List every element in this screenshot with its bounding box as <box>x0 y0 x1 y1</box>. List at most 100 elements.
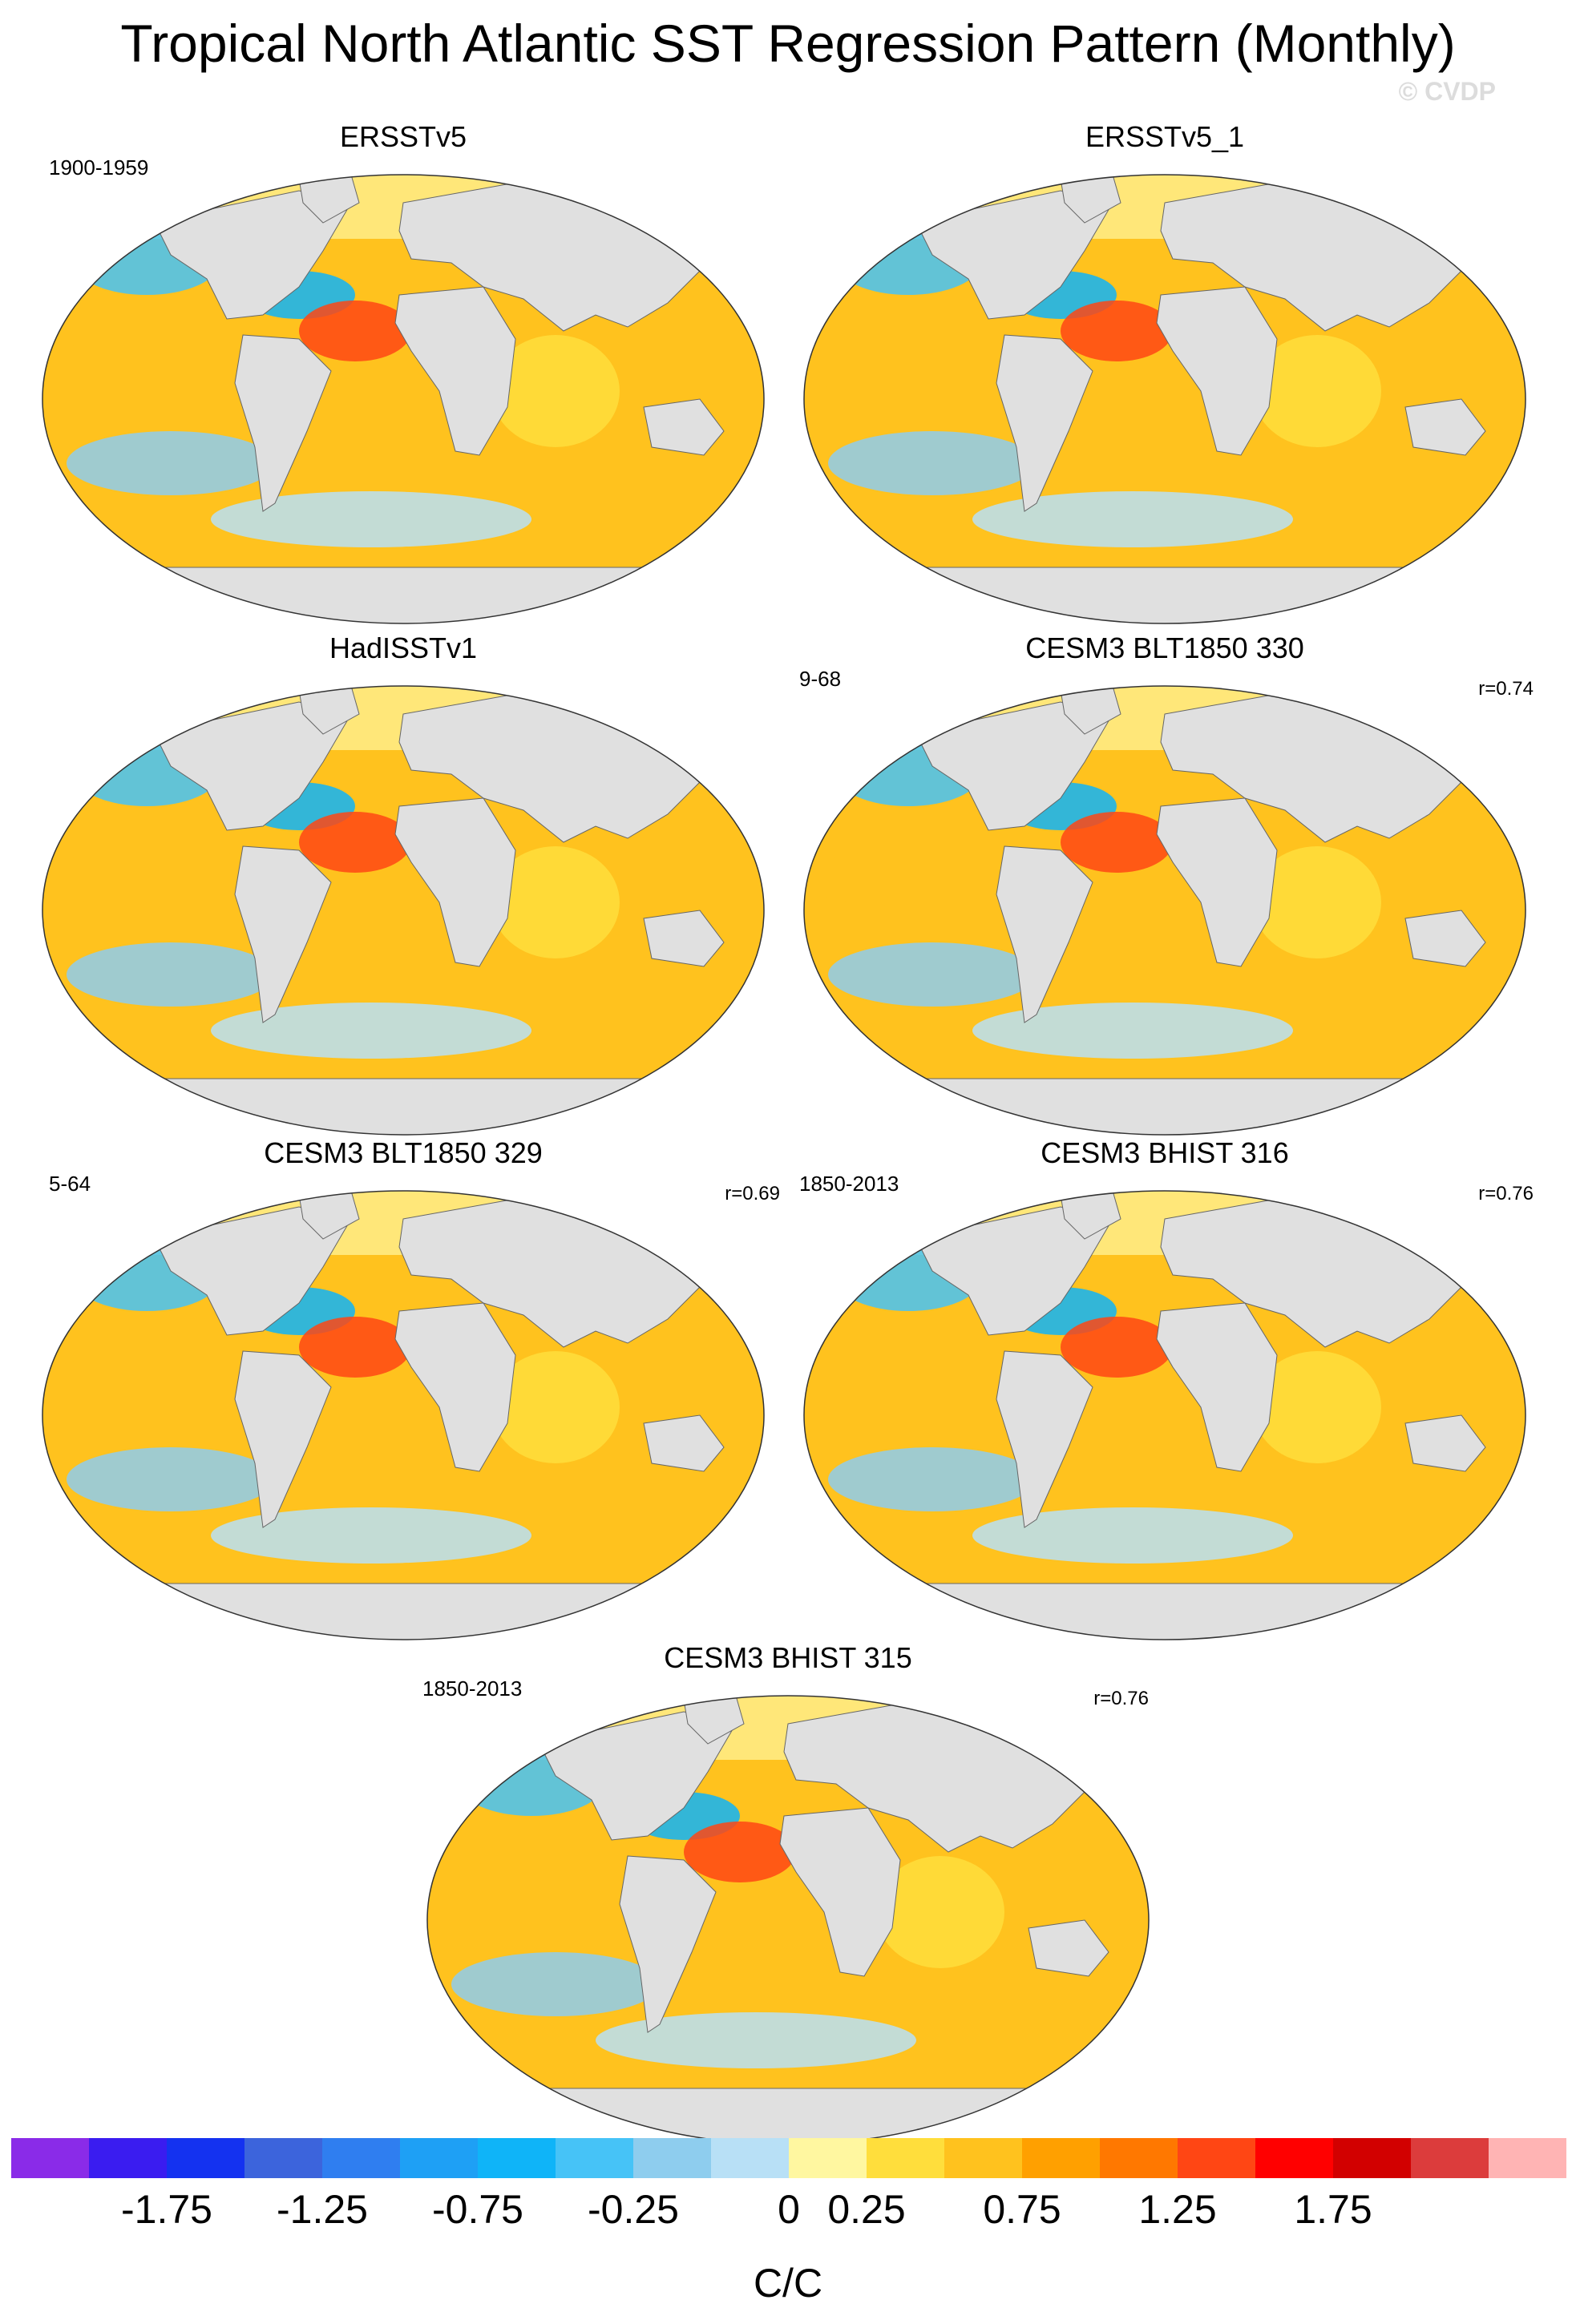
colorbar-swatch <box>400 2138 479 2178</box>
australia-land <box>643 910 725 967</box>
panel-title: CESM3 BLT1850 330 <box>1025 631 1304 664</box>
colorbar-tick-label: 1.75 <box>1294 2187 1372 2232</box>
warm-anomaly-indian-ocean <box>491 335 620 447</box>
colorbar-tick-label: 1.25 <box>1138 2187 1217 2232</box>
colorbar-swatch <box>1411 2138 1489 2178</box>
panel-title: CESM3 BLT1850 329 <box>264 1136 543 1169</box>
period-label: 1900-1959 <box>49 155 149 180</box>
colorbar-swatch <box>1333 2138 1412 2178</box>
cool-anomaly-southern-ocean <box>211 1003 531 1059</box>
warm-anomaly-indian-ocean <box>876 1856 1004 1968</box>
warm-anomaly-tropical-atlantic <box>299 1317 411 1378</box>
period-label: 1850-2013 <box>422 1676 523 1701</box>
south-america-land <box>619 1855 717 2033</box>
warm-anomaly-indian-ocean <box>491 846 620 958</box>
correlation-label: r=0.76 <box>1478 1183 1534 1204</box>
world-map <box>42 174 765 624</box>
world-map <box>803 685 1526 1136</box>
colorbar-tick-label: -1.25 <box>277 2187 368 2232</box>
africa-land <box>1156 286 1278 456</box>
colorbar-swatch <box>89 2138 168 2178</box>
world-map <box>803 1190 1526 1640</box>
colorbar-tick-label: 0 <box>778 2187 800 2232</box>
australia-land <box>1404 1414 1486 1472</box>
map-border <box>803 1190 1526 1640</box>
colorbar-swatch <box>1178 2138 1256 2178</box>
warm-anomaly-tropical-atlantic <box>1061 1317 1173 1378</box>
south-america-land <box>234 845 332 1023</box>
panel-title: ERSSTv5_1 <box>1085 120 1245 153</box>
period-label: 5-64 <box>49 1172 91 1196</box>
colorbar-tick-label: -1.75 <box>121 2187 212 2232</box>
warm-anomaly-tropical-pacific <box>804 1355 1061 1411</box>
south-america-land <box>996 334 1093 512</box>
panel-cesm3-blt1850-329: CESM3 BLT1850 329 5-64 r=0.69 <box>34 1136 780 1657</box>
figure-title: Tropical North Atlantic SST Regression P… <box>120 14 1456 73</box>
australia-land <box>643 398 725 456</box>
cool-anomaly-south-pacific <box>828 942 1037 1007</box>
colorbar-swatch <box>789 2138 867 2178</box>
colorbar-swatch <box>1100 2138 1178 2178</box>
warm-anomaly-tropical-pacific <box>42 339 299 395</box>
panel-cesm3-bhist-316: CESM3 BHIST 316 1850-2013 r=0.76 <box>796 1136 1534 1657</box>
panel-title: ERSSTv5 <box>339 120 467 153</box>
panel-title: HadISSTv1 <box>329 631 478 664</box>
south-america-land <box>234 1350 332 1528</box>
map-border <box>803 174 1526 624</box>
correlation-label: r=0.69 <box>725 1183 780 1204</box>
africa-land <box>394 1302 516 1472</box>
colorbar <box>11 2138 1567 2178</box>
colorbar-tick-label: -0.75 <box>432 2187 523 2232</box>
antarctica-land <box>145 1583 661 1640</box>
africa-land <box>779 1807 901 1977</box>
australia-land <box>643 1414 725 1472</box>
warm-anomaly-tropical-atlantic <box>1061 301 1173 361</box>
colorbar-swatch <box>244 2138 323 2178</box>
south-america-land <box>234 334 332 512</box>
world-map <box>42 685 765 1136</box>
warm-anomaly-tropical-pacific <box>427 1860 684 1916</box>
warm-anomaly-tropical-atlantic <box>1061 812 1173 873</box>
colorbar-tick-label: 0.25 <box>827 2187 906 2232</box>
cool-anomaly-southern-ocean <box>972 1507 1293 1563</box>
warm-anomaly-indian-ocean <box>1253 1351 1381 1463</box>
warm-anomaly-tropical-pacific <box>804 850 1061 906</box>
map-border <box>42 685 765 1136</box>
world-map <box>426 1695 1150 2145</box>
cool-anomaly-south-pacific <box>828 431 1037 495</box>
colorbar-units: C/C <box>753 2261 823 2306</box>
colorbar-swatch <box>633 2138 712 2178</box>
warm-anomaly-indian-ocean <box>1253 846 1381 958</box>
cool-anomaly-south-pacific <box>828 1447 1037 1511</box>
africa-land <box>1156 1302 1278 1472</box>
panel-title: CESM3 BHIST 316 <box>1041 1136 1289 1169</box>
cool-anomaly-southern-ocean <box>596 2012 916 2068</box>
antarctica-land <box>907 1583 1423 1640</box>
warm-anomaly-tropical-pacific <box>42 850 299 906</box>
colorbar-swatch <box>167 2138 245 2178</box>
africa-land <box>394 797 516 967</box>
south-america-land <box>996 845 1093 1023</box>
cool-anomaly-south-pacific <box>67 1447 275 1511</box>
cool-anomaly-southern-ocean <box>211 1507 531 1563</box>
colorbar-swatch <box>711 2138 790 2178</box>
world-map <box>42 1190 765 1640</box>
australia-land <box>1404 398 1486 456</box>
warm-anomaly-tropical-pacific <box>804 339 1061 395</box>
antarctica-land <box>907 567 1423 623</box>
warm-anomaly-indian-ocean <box>1253 335 1381 447</box>
antarctica-land <box>907 1078 1423 1135</box>
cool-anomaly-south-pacific <box>451 1952 660 2016</box>
panel-cesm3-bhist-315: CESM3 BHIST 315 1850-2013 r=0.76 <box>419 1641 1157 2162</box>
colorbar-swatch <box>944 2138 1023 2178</box>
warm-anomaly-tropical-atlantic <box>299 812 411 873</box>
map-border <box>42 1190 765 1640</box>
colorbar-tick-label: -0.25 <box>588 2187 679 2232</box>
panel-ersstv5: ERSSTv5 1900-1959 <box>34 120 772 641</box>
australia-land <box>1028 1919 1109 1977</box>
colorbar-tick-label: 0.75 <box>983 2187 1061 2232</box>
south-america-land <box>996 1350 1093 1528</box>
period-label: 9-68 <box>799 667 842 691</box>
cool-anomaly-southern-ocean <box>211 491 531 547</box>
copyright-watermark: © CVDP <box>1398 77 1496 106</box>
